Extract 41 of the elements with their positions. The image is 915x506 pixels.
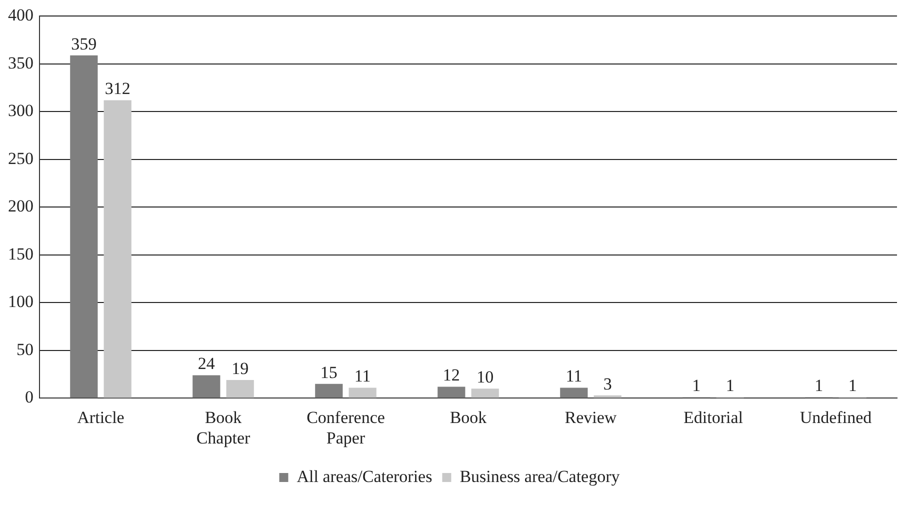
bar bbox=[560, 388, 588, 398]
x-tick-label: Editorial bbox=[684, 408, 744, 427]
bar bbox=[70, 55, 98, 398]
legend-label: Business area/Category bbox=[460, 466, 620, 486]
data-label: 11 bbox=[566, 366, 582, 386]
x-tick-label: Review bbox=[564, 408, 618, 427]
y-tick-label: 0 bbox=[25, 388, 34, 407]
y-tick-label: 300 bbox=[8, 101, 34, 120]
y-tick-label: 400 bbox=[8, 6, 34, 25]
x-tick-label: Book bbox=[450, 408, 488, 427]
data-label: 11 bbox=[354, 366, 371, 386]
data-label: 312 bbox=[104, 79, 130, 98]
data-label: 1 bbox=[814, 376, 824, 396]
data-label: 3 bbox=[603, 374, 612, 394]
data-label: 19 bbox=[232, 359, 249, 378]
x-tick-label: Article bbox=[77, 408, 124, 427]
data-label: 1 bbox=[726, 376, 734, 396]
bar bbox=[315, 384, 343, 398]
x-tick-label: Conference Paper bbox=[306, 408, 385, 448]
bar bbox=[226, 380, 254, 398]
y-tick-label: 50 bbox=[16, 340, 34, 359]
y-tick-label: 350 bbox=[8, 53, 34, 72]
bar bbox=[471, 388, 499, 398]
data-label: 10 bbox=[476, 368, 494, 387]
data-label: 1 bbox=[692, 376, 701, 396]
data-label: 24 bbox=[198, 354, 216, 374]
legend-label: All areas/Caterories bbox=[296, 466, 432, 486]
data-label: 359 bbox=[71, 34, 97, 54]
y-tick-label: 250 bbox=[8, 148, 34, 168]
bar bbox=[104, 100, 132, 398]
y-tick-label: 150 bbox=[8, 244, 34, 264]
x-tick-label: Undefined bbox=[800, 408, 872, 427]
bar bbox=[438, 386, 466, 398]
data-label: 1 bbox=[848, 376, 857, 396]
data-label: 15 bbox=[320, 362, 338, 382]
bar bbox=[348, 388, 376, 398]
data-label: 12 bbox=[442, 366, 460, 385]
y-tick-label: 200 bbox=[8, 196, 34, 216]
x-tick-label: Book Chapter bbox=[196, 408, 250, 448]
y-tick-label: 100 bbox=[8, 292, 34, 312]
bar bbox=[192, 375, 220, 398]
